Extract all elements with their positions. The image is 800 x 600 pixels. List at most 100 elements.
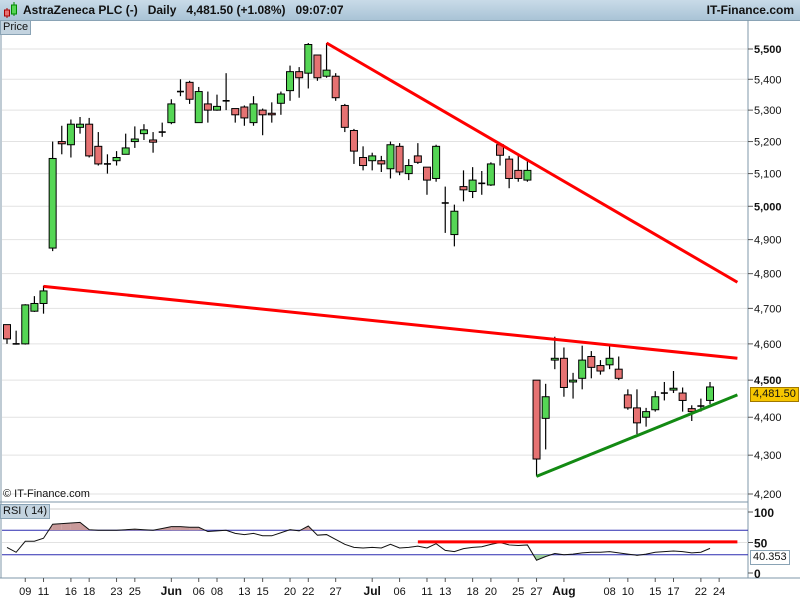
rsi-tick-label: 100 [754, 506, 774, 520]
candle [706, 381, 715, 405]
price-tick-label: 4,400 [754, 412, 782, 424]
candle-body [450, 210, 459, 236]
candle-body [605, 357, 614, 366]
candle [76, 116, 85, 134]
candle [623, 389, 632, 410]
candle [569, 372, 578, 399]
date-tick-label: 22 [695, 586, 707, 598]
candle-body [30, 302, 39, 312]
candle [66, 119, 75, 158]
candle [587, 351, 596, 379]
candle-body [286, 71, 295, 92]
candle-body [295, 71, 304, 79]
candle [359, 146, 368, 171]
candle-body [276, 93, 285, 104]
candle-body [48, 157, 57, 249]
candle [459, 170, 468, 202]
candlestick-icon [4, 2, 17, 18]
candle-body [185, 81, 194, 100]
candle [231, 108, 240, 123]
date-tick-label: 23 [110, 586, 122, 598]
title-bar: AstraZeneca PLC (-) Daily 4,481.50 (+1.0… [0, 0, 800, 21]
candle-body [313, 54, 322, 79]
candle-body [541, 396, 550, 419]
candle [559, 347, 568, 397]
date-tick-label: 15 [649, 586, 661, 598]
date-tick-label: 17 [667, 586, 679, 598]
date-tick-label: 11 [421, 586, 432, 598]
price-tick-label: 5,400 [754, 74, 782, 86]
candle [85, 117, 94, 158]
candle [121, 133, 130, 155]
rsi-value-tag: 40.353 [750, 549, 790, 565]
candle-body [57, 141, 66, 145]
trendline-red [43, 284, 738, 360]
price-trendlines [43, 41, 739, 478]
candle-body [121, 147, 130, 155]
candle [295, 67, 304, 98]
date-tick-label: 20 [485, 586, 497, 598]
candle [642, 407, 651, 427]
candle [660, 381, 668, 401]
candle-body [687, 408, 696, 413]
candle-body [559, 357, 568, 388]
candle-body [139, 129, 148, 135]
candle-body [3, 324, 11, 340]
candle-body [231, 108, 240, 116]
trendline-green [535, 393, 738, 478]
rsi-panel-label: RSI ( 14) [0, 504, 51, 519]
candle-body [249, 103, 258, 124]
candle [523, 160, 532, 182]
candle-body [587, 355, 596, 368]
price-tick-label: 4,900 [754, 235, 782, 247]
candle-body [395, 145, 404, 173]
candle [286, 65, 295, 101]
candle [185, 80, 194, 104]
candle [404, 159, 413, 181]
x-axis: 09 11 16 18 23 25 Jun 06 08 13 15 20 22 27 Jul 06 11 13 18… [19, 578, 725, 598]
candle [349, 128, 358, 164]
price-change: (+1.08%) [236, 3, 286, 17]
rsi-tick-label: 0 [754, 567, 761, 581]
candle [176, 79, 184, 97]
rsi-overbought-fill [52, 523, 62, 531]
candle-body [349, 129, 358, 152]
candle [30, 296, 39, 312]
candle [21, 304, 30, 345]
candle-body [212, 105, 221, 111]
candle [368, 152, 377, 171]
candle [249, 96, 258, 126]
candle-body [569, 379, 578, 383]
candle [578, 345, 587, 390]
date-tick-label: 27 [330, 586, 342, 598]
candle-body [331, 75, 340, 99]
candle [149, 132, 158, 153]
price-tick-label: 5,200 [754, 137, 782, 149]
date-tick-label: 22 [302, 586, 314, 598]
candle [678, 387, 687, 412]
candle-body [167, 103, 176, 124]
price-grid [2, 48, 748, 495]
candle [432, 144, 441, 182]
candle-body [706, 386, 715, 401]
candle [505, 155, 514, 189]
candle-body [66, 123, 75, 146]
candle [240, 105, 249, 126]
candle [12, 330, 20, 345]
candle [340, 103, 349, 133]
price-tick-label: 4,700 [754, 303, 782, 315]
candle [194, 86, 203, 124]
candle-body [194, 91, 203, 124]
candle-body [94, 145, 103, 165]
rsi-overbought-fill [61, 522, 71, 531]
candle-body [550, 357, 559, 361]
candle-body [614, 368, 623, 379]
candle [395, 143, 404, 176]
date-tick-label: 27 [530, 586, 542, 598]
candle [605, 345, 614, 370]
date-tick-label: 10 [622, 586, 634, 598]
candle-body [596, 365, 605, 372]
date-tick-label: 18 [83, 586, 95, 598]
price-tick-label: 4,600 [754, 339, 782, 351]
